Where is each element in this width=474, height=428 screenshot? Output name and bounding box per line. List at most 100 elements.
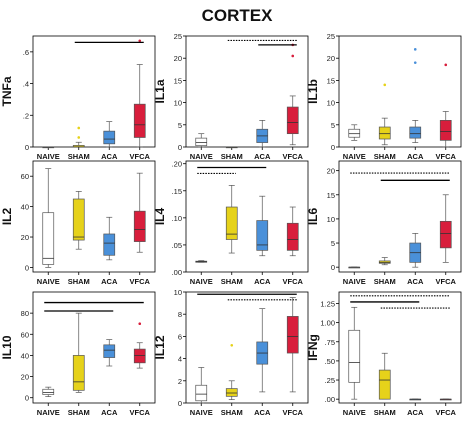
y-tick-label: 0 [25,394,29,403]
x-tick-label: NAIVE [190,277,213,286]
x-tick-label: NAIVE [343,408,366,417]
x-tick-label: ACA [101,152,118,161]
box-sham [225,185,238,254]
panel-il2: 0 20 40 60 IL2 NAIVE SHAM ACA VFCA [0,160,156,286]
y-axis-label: IL10 [0,335,14,359]
y-tick-label: 1.25 [320,299,335,308]
box-vfca [439,63,452,148]
panel-il1b: 0 5 10 15 20 25 IL1b NAIVE SHAM ACA VFCA [306,32,462,161]
x-tick-label: SHAM [221,408,243,417]
x-tick-label: SHAM [374,152,396,161]
y-axis-label: IL4 [153,208,167,226]
y-tick-label: .00 [172,268,182,277]
box-body [348,128,361,138]
y-tick-label: 6 [178,332,182,341]
y-tick-label: 20 [174,54,182,63]
y-axis-label: IL12 [153,335,167,359]
outlier-point [444,63,448,67]
box-body [286,222,299,251]
plot-frame [185,160,309,273]
y-tick-label: .75 [325,338,335,347]
box-body [286,106,299,135]
y-tick-label: .20 [172,160,182,169]
y-tick-label: .10 [172,214,182,223]
box-body [439,120,452,141]
outlier-point [138,322,142,326]
box-body [256,220,269,251]
x-tick-label: VFCA [436,152,457,161]
y-tick-label: 0 [331,263,335,272]
x-tick-label: SHAM [68,277,90,286]
x-tick-label: ACA [254,152,271,161]
x-tick-label: VFCA [283,152,304,161]
x-tick-label: NAIVE [190,152,213,161]
box-sham [225,146,238,149]
y-tick-label: 8 [178,310,182,319]
x-tick-label: SHAM [68,408,90,417]
y-tick-label: .25 [325,376,335,385]
y-axis-label: IL1a [153,79,167,103]
x-tick-label: ACA [101,277,118,286]
panel-il1a: 0 5 10 15 20 25 IL1a NAIVE SHAM ACA VFCA [153,32,309,161]
y-tick-label: .05 [172,241,182,250]
box-body [409,126,422,139]
box-body [133,103,146,138]
y-tick-label: 20 [21,373,29,382]
y-axis-label: IL1b [306,79,320,104]
box-naive [42,168,55,268]
box-naive [42,386,55,398]
box-sham [72,126,85,148]
box-vfca [439,194,452,263]
outlier-point [138,39,142,43]
panel-il12: 0 2 4 6 8 10 IL12 NAIVE SHAM ACA VFCA [153,288,309,417]
y-tick-label: .50 [325,357,335,366]
box-naive [348,306,361,400]
box-aca [103,339,116,367]
x-tick-label: NAIVE [37,277,60,286]
y-tick-label: 2 [178,377,182,386]
y-tick-label: 0 [178,143,182,152]
outlier-point [230,343,234,347]
x-tick-label: ACA [254,277,271,286]
y-tick-label: .6 [23,48,29,57]
x-tick-label: SHAM [68,152,90,161]
x-tick-label: NAIVE [343,277,366,286]
y-tick-label: 10 [174,99,182,108]
x-tick-label: ACA [407,408,424,417]
x-tick-label: NAIVE [37,152,60,161]
y-tick-label: .4 [23,80,29,89]
box-sham [72,191,85,250]
y-tick-label: 15 [327,191,335,200]
box-vfca [286,43,299,146]
y-tick-label: 0 [331,143,335,152]
x-tick-label: VFCA [436,408,457,417]
box-naive [195,133,208,148]
box-vfca [133,322,146,369]
y-axis-label: IFNg [306,334,320,361]
outlier-point [291,54,295,58]
panel-il10: 0 20 40 60 80 IL10 NAIVE SHAM ACA VFCA [0,291,156,417]
box-sham [225,343,238,401]
y-tick-label: 20 [327,167,335,176]
box-body [133,348,146,364]
plot-frame [338,160,462,273]
box-sham [378,257,391,266]
x-tick-label: ACA [407,152,424,161]
box-aca [103,121,116,148]
box-body [348,329,361,383]
box-vfca [286,297,299,393]
x-tick-label: VFCA [283,408,304,417]
y-tick-label: 60 [21,330,29,339]
x-tick-label: ACA [101,408,118,417]
outlier-point [77,136,81,139]
box-aca [256,308,269,393]
x-tick-label: NAIVE [190,408,213,417]
x-tick-label: NAIVE [37,408,60,417]
y-axis-label: IL2 [0,208,14,226]
y-tick-label: 80 [21,309,29,318]
box-vfca [133,39,146,148]
y-tick-label: 15 [174,76,182,85]
box-body [72,355,85,391]
y-axis-label: IL6 [306,208,320,226]
